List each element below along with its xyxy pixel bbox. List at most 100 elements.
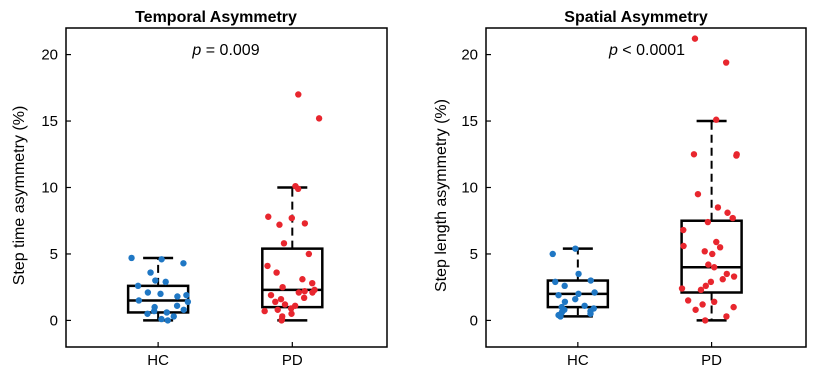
p-value-annotation: p < 0.0001 — [608, 42, 685, 59]
data-point — [309, 289, 316, 296]
data-point — [691, 35, 699, 42]
y-tick-label: 0 — [470, 312, 478, 329]
data-point — [158, 315, 165, 323]
panel-2: Spatial Asymmetry 0 5 10 15 20 HC PD Step length… — [433, 9, 807, 369]
data-point — [150, 307, 158, 315]
data-point — [702, 317, 709, 324]
data-point — [278, 317, 285, 324]
y-tick-label: 0 — [50, 312, 58, 329]
data-point — [272, 298, 279, 306]
data-point — [162, 278, 169, 286]
data-point — [724, 209, 731, 216]
data-point — [572, 245, 579, 252]
box — [680, 219, 743, 294]
data-point — [723, 270, 730, 278]
data-point — [678, 285, 686, 292]
data-point — [264, 262, 271, 270]
data-point — [587, 310, 594, 317]
data-point — [549, 250, 556, 258]
data-point — [690, 151, 698, 158]
y-tick-label: 10 — [461, 180, 478, 197]
plot-frame — [485, 27, 807, 348]
data-point — [300, 294, 308, 302]
group-hc — [126, 254, 192, 324]
data-point — [183, 291, 190, 299]
group-pd — [261, 91, 324, 324]
y-axis-label: Step length asymmetry (%) — [433, 99, 450, 292]
data-point — [280, 240, 288, 247]
chart-title: Spatial Asymmetry — [564, 9, 708, 26]
data-point — [309, 280, 316, 287]
data-point — [705, 261, 712, 268]
data-point — [152, 277, 159, 284]
y-tick-label: 15 — [41, 113, 58, 130]
data-point — [163, 309, 170, 316]
data-point — [561, 298, 569, 306]
data-point — [173, 302, 181, 309]
data-point — [709, 250, 716, 258]
data-point — [716, 244, 724, 251]
data-point — [710, 264, 718, 271]
data-point — [157, 290, 164, 298]
data-point — [697, 286, 705, 294]
data-point — [730, 303, 737, 311]
group-pd — [678, 35, 743, 324]
data-point — [158, 256, 165, 263]
data-point — [713, 238, 720, 246]
data-point — [572, 295, 579, 303]
data-point — [719, 276, 726, 283]
data-point — [733, 152, 740, 159]
data-point — [274, 306, 281, 313]
y-tick-label: 20 — [461, 47, 478, 64]
data-point — [170, 313, 177, 320]
data-point — [277, 295, 285, 303]
data-point — [134, 282, 142, 290]
data-point — [552, 278, 559, 286]
data-point — [184, 298, 192, 306]
data-point — [575, 290, 582, 298]
data-point — [301, 287, 308, 295]
x-tick-label: HC — [567, 352, 589, 369]
data-point — [713, 116, 720, 123]
box — [261, 247, 324, 309]
y-tick-label: 15 — [461, 113, 478, 130]
data-point — [694, 190, 702, 198]
data-point — [295, 289, 302, 296]
data-point — [722, 59, 730, 66]
data-point — [591, 289, 598, 296]
data-point — [555, 291, 562, 299]
data-point — [267, 291, 275, 299]
data-point — [704, 218, 712, 226]
data-point — [287, 305, 295, 312]
data-point — [707, 278, 715, 286]
y-axis-label: Step time asymmetry (%) — [11, 106, 28, 286]
data-point — [265, 213, 272, 220]
data-point — [135, 297, 143, 304]
data-point — [279, 283, 286, 291]
data-point — [174, 293, 181, 300]
data-point — [144, 310, 151, 317]
data-point — [587, 277, 594, 284]
data-point — [723, 313, 730, 320]
data-point — [147, 269, 154, 276]
data-point — [295, 91, 302, 98]
data-point — [299, 276, 306, 283]
data-point — [305, 250, 313, 258]
data-point — [684, 297, 692, 304]
data-point — [714, 204, 722, 211]
data-point — [729, 214, 736, 222]
data-point — [301, 220, 309, 227]
group-hc — [546, 245, 610, 320]
plot-frame — [65, 27, 388, 348]
data-point — [276, 221, 283, 228]
data-point — [730, 273, 738, 280]
x-tick-label: HC — [147, 352, 169, 369]
data-point — [692, 306, 699, 313]
data-point — [164, 317, 171, 324]
p-value-annotation: p = 0.009 — [191, 42, 259, 59]
data-point — [575, 270, 582, 278]
data-point — [680, 226, 687, 234]
data-point — [288, 310, 295, 317]
data-point — [273, 269, 280, 276]
data-point — [144, 289, 152, 296]
